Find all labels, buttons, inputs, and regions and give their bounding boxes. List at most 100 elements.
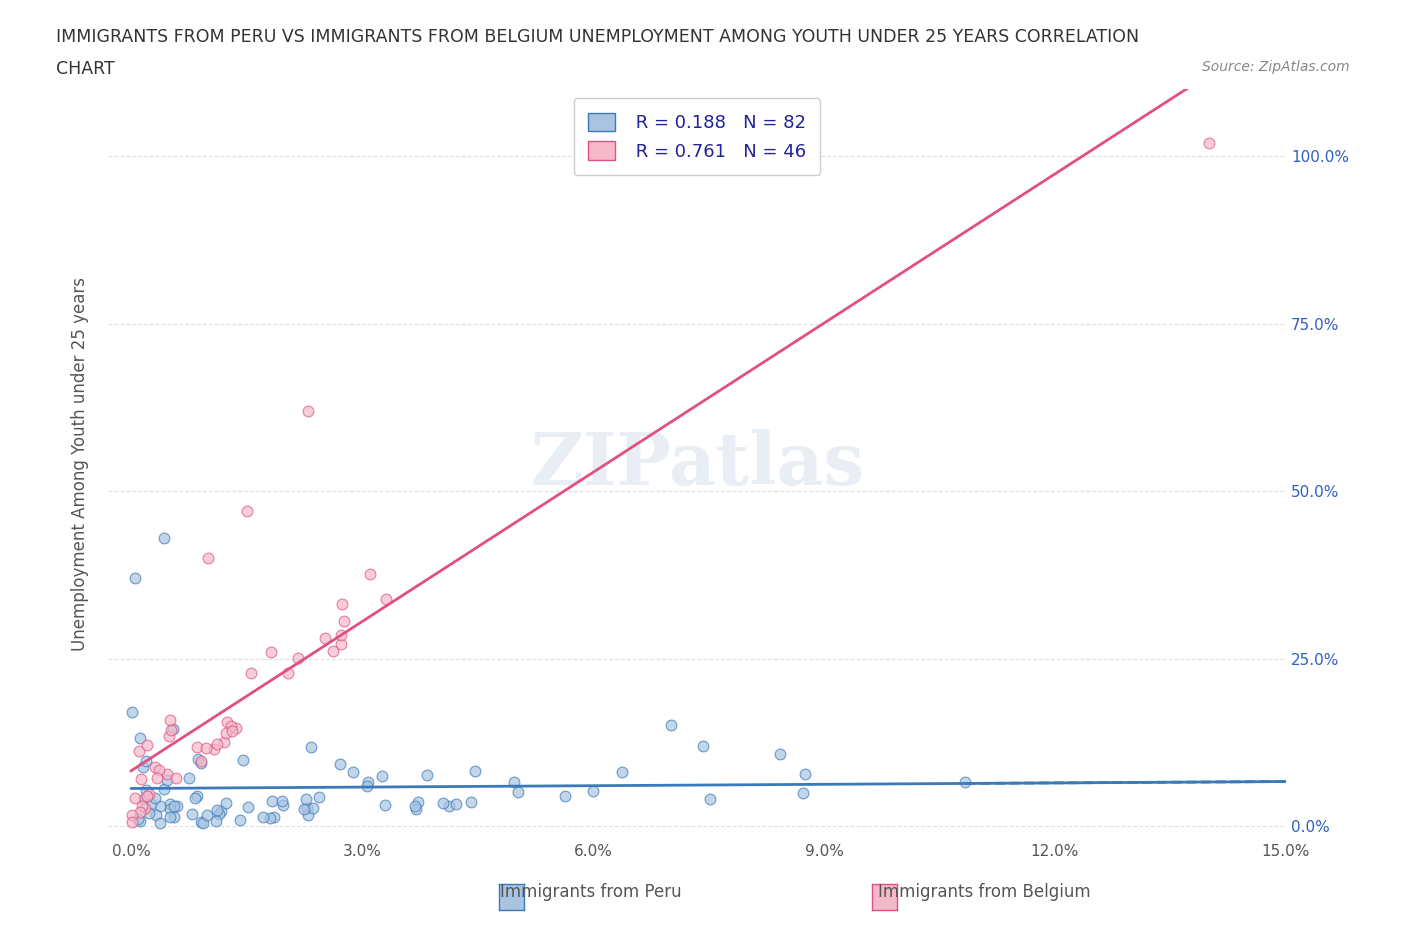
Immigrants from Peru: [437, 799, 460, 814]
Immigrants from Belgium: [287, 651, 309, 666]
Immigrants from Peru: [152, 531, 174, 546]
Immigrants from Peru: [121, 705, 143, 720]
Immigrants from Peru: [295, 791, 318, 806]
Immigrants from Peru: [124, 571, 146, 586]
Immigrants from Peru: [190, 815, 212, 830]
Immigrants from Belgium: [225, 720, 247, 735]
Immigrants from Peru: [295, 800, 318, 815]
Immigrants from Peru: [259, 810, 281, 825]
Immigrants from Peru: [195, 807, 218, 822]
Immigrants from Belgium: [1198, 136, 1220, 151]
Immigrants from Peru: [229, 813, 252, 828]
Y-axis label: Unemployment Among Youth under 25 years: Unemployment Among Youth under 25 years: [72, 277, 89, 651]
Immigrants from Belgium: [165, 770, 187, 785]
Immigrants from Belgium: [314, 631, 336, 645]
Immigrants from Belgium: [121, 808, 143, 823]
Immigrants from Belgium: [235, 504, 257, 519]
Immigrants from Peru: [692, 738, 714, 753]
Immigrants from Peru: [208, 807, 231, 822]
Immigrants from Belgium: [136, 737, 159, 752]
Immigrants from Belgium: [221, 724, 243, 738]
Immigrants from Peru: [342, 764, 364, 779]
Immigrants from Peru: [129, 730, 152, 745]
Immigrants from Peru: [186, 789, 208, 804]
Immigrants from Belgium: [330, 628, 353, 643]
Immigrants from Peru: [156, 773, 179, 788]
Immigrants from Peru: [166, 798, 188, 813]
Immigrants from Peru: [187, 751, 209, 766]
Immigrants from Belgium: [215, 725, 238, 740]
Immigrants from Peru: [699, 791, 721, 806]
Immigrants from Belgium: [359, 567, 381, 582]
Immigrants from Peru: [659, 718, 682, 733]
Immigrants from Belgium: [202, 741, 225, 756]
Immigrants from Peru: [191, 816, 214, 830]
Immigrants from Peru: [405, 802, 427, 817]
Immigrants from Belgium: [197, 551, 219, 565]
Immigrants from Peru: [432, 796, 454, 811]
Immigrants from Peru: [145, 807, 167, 822]
Immigrants from Peru: [262, 793, 284, 808]
Text: Source: ZipAtlas.com: Source: ZipAtlas.com: [1202, 60, 1350, 74]
Immigrants from Peru: [955, 775, 977, 790]
Immigrants from Peru: [163, 810, 186, 825]
Immigrants from Peru: [183, 790, 205, 805]
Immigrants from Peru: [273, 797, 295, 812]
Immigrants from Peru: [610, 764, 633, 779]
Immigrants from Peru: [129, 814, 152, 829]
Immigrants from Belgium: [159, 723, 181, 737]
Immigrants from Peru: [356, 778, 378, 793]
Immigrants from Belgium: [207, 737, 229, 751]
Immigrants from Peru: [209, 804, 232, 818]
Immigrants from Belgium: [239, 666, 262, 681]
Immigrants from Belgium: [148, 763, 170, 777]
Immigrants from Belgium: [124, 790, 146, 805]
Text: Immigrants from Peru: Immigrants from Peru: [499, 884, 682, 901]
Immigrants from Belgium: [194, 740, 217, 755]
Immigrants from Peru: [582, 783, 605, 798]
Immigrants from Belgium: [121, 815, 143, 830]
Immigrants from Peru: [446, 797, 468, 812]
Immigrants from Peru: [263, 809, 285, 824]
Immigrants from Belgium: [157, 729, 180, 744]
Immigrants from Belgium: [129, 804, 152, 819]
Immigrants from Peru: [159, 810, 181, 825]
Immigrants from Belgium: [131, 799, 153, 814]
Immigrants from Peru: [792, 786, 814, 801]
Immigrants from Peru: [302, 801, 325, 816]
Immigrants from Belgium: [215, 714, 238, 729]
Immigrants from Belgium: [128, 743, 150, 758]
Immigrants from Belgium: [186, 740, 208, 755]
Immigrants from Belgium: [156, 766, 179, 781]
Immigrants from Peru: [138, 805, 160, 820]
Immigrants from Belgium: [129, 772, 152, 787]
Immigrants from Belgium: [212, 735, 235, 750]
Immigrants from Belgium: [260, 644, 283, 659]
Immigrants from Peru: [270, 793, 292, 808]
Immigrants from Belgium: [219, 718, 242, 733]
Immigrants from Peru: [308, 790, 330, 804]
Immigrants from Peru: [408, 795, 430, 810]
Immigrants from Belgium: [322, 644, 344, 658]
Immigrants from Peru: [177, 770, 200, 785]
Immigrants from Belgium: [136, 788, 159, 803]
Immigrants from Peru: [205, 803, 228, 817]
Legend:  R = 0.188   N = 82,  R = 0.761   N = 46: R = 0.188 N = 82, R = 0.761 N = 46: [574, 99, 820, 175]
Immigrants from Belgium: [375, 591, 398, 606]
Immigrants from Peru: [181, 806, 204, 821]
Immigrants from Peru: [135, 783, 157, 798]
Immigrants from Peru: [159, 802, 181, 817]
Immigrants from Peru: [502, 775, 524, 790]
Immigrants from Peru: [357, 775, 380, 790]
Immigrants from Peru: [163, 799, 186, 814]
Text: Immigrants from Belgium: Immigrants from Belgium: [877, 884, 1091, 901]
Immigrants from Peru: [139, 797, 162, 812]
Immigrants from Peru: [299, 739, 322, 754]
Immigrants from Peru: [162, 721, 184, 736]
Immigrants from Peru: [143, 790, 166, 805]
Immigrants from Peru: [554, 789, 576, 804]
Immigrants from Peru: [769, 747, 792, 762]
Immigrants from Belgium: [143, 760, 166, 775]
Immigrants from Belgium: [138, 786, 160, 801]
Text: ZIPatlas: ZIPatlas: [530, 429, 865, 499]
